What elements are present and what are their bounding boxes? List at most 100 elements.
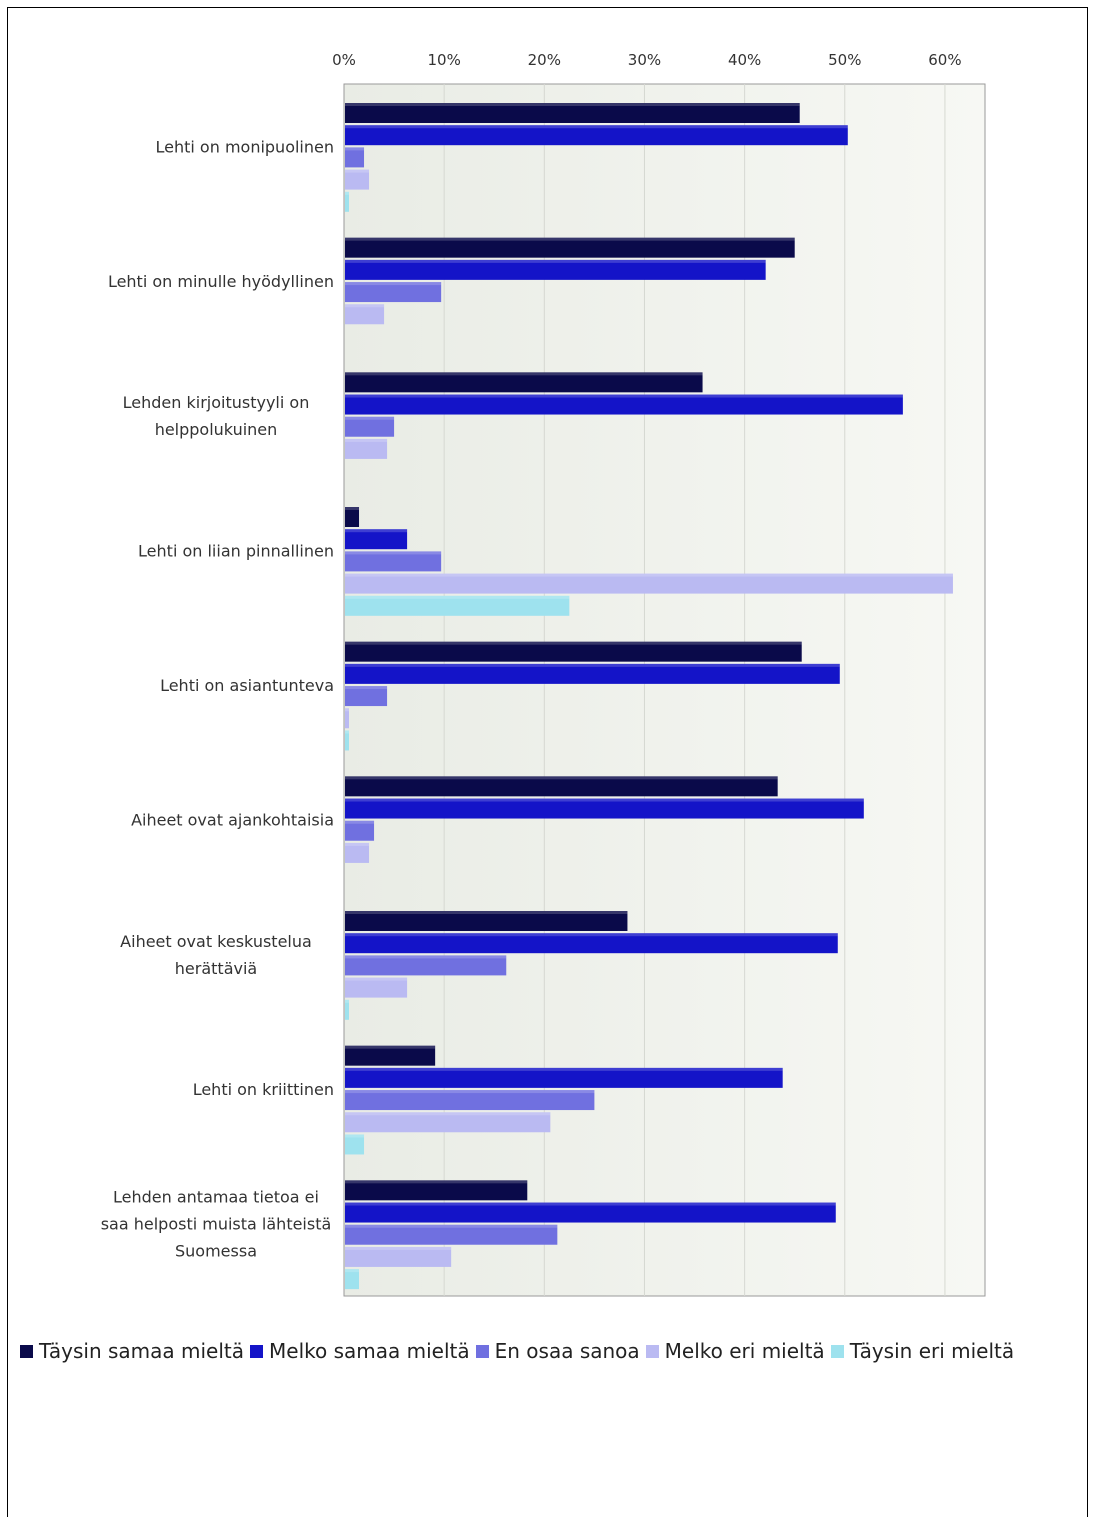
category-label: Suomessa bbox=[175, 1242, 257, 1261]
bar bbox=[345, 394, 903, 415]
bar bbox=[345, 1067, 783, 1088]
legend-item: Täysin eri mieltä bbox=[830, 1334, 1014, 1368]
bar-highlight bbox=[345, 842, 370, 846]
bar-highlight bbox=[345, 1202, 836, 1206]
category-label: Lehti on minulle hyödyllinen bbox=[108, 272, 334, 291]
bar-highlight bbox=[345, 820, 375, 824]
chart-frame bbox=[7, 7, 1088, 1517]
bar bbox=[345, 1112, 551, 1133]
bar bbox=[345, 1202, 836, 1223]
legend-swatch bbox=[645, 1344, 659, 1358]
bar-highlight bbox=[345, 933, 838, 937]
bar bbox=[345, 551, 442, 572]
bar bbox=[345, 573, 953, 594]
bar bbox=[345, 1045, 436, 1066]
bar-highlight bbox=[345, 730, 350, 734]
bar bbox=[345, 1246, 452, 1267]
bar bbox=[345, 125, 848, 146]
legend-label: Täysin samaa mieltä bbox=[39, 1339, 245, 1363]
x-tick-label: 40% bbox=[728, 51, 761, 69]
bar-chart: 0% 10% 20% 30% 40% 50% 60% Lehti on monipuolin… bbox=[101, 51, 986, 1297]
bar-highlight bbox=[345, 125, 848, 129]
bar-highlight bbox=[345, 686, 388, 690]
bar bbox=[345, 663, 840, 684]
x-tick-label: 10% bbox=[427, 51, 460, 69]
bar bbox=[345, 1180, 528, 1201]
bar-highlight bbox=[345, 438, 388, 442]
category-label: Lehti on liian pinnallinen bbox=[138, 541, 334, 560]
bar bbox=[345, 798, 864, 819]
bar-highlight bbox=[345, 1269, 360, 1273]
bar bbox=[345, 416, 395, 437]
bar-highlight bbox=[345, 1224, 558, 1228]
bar bbox=[345, 259, 766, 280]
x-tick-label: 0% bbox=[332, 51, 356, 69]
bar-highlight bbox=[345, 507, 360, 510]
bar-highlight bbox=[345, 955, 507, 959]
bar bbox=[345, 820, 375, 841]
bar-highlight bbox=[345, 663, 840, 667]
bar-highlight bbox=[345, 304, 385, 308]
bar bbox=[345, 282, 442, 303]
bar bbox=[345, 169, 370, 190]
bar-highlight bbox=[345, 573, 953, 577]
bar bbox=[345, 103, 800, 123]
category-label: Lehden antamaa tietoa ei bbox=[113, 1188, 319, 1207]
category-label: Lehti on kriittinen bbox=[193, 1080, 334, 1099]
bar bbox=[345, 1134, 365, 1155]
x-tick-label: 50% bbox=[828, 51, 861, 69]
legend-item: Melko samaa mieltä bbox=[250, 1334, 470, 1368]
bar bbox=[345, 977, 408, 998]
bar bbox=[345, 507, 360, 527]
bar bbox=[345, 730, 350, 751]
bar-highlight bbox=[345, 191, 350, 195]
bar bbox=[345, 641, 802, 662]
category-label: Lehti on asiantunteva bbox=[160, 676, 334, 695]
bar bbox=[345, 438, 388, 459]
x-tick-label: 20% bbox=[528, 51, 561, 69]
category-label: saa helposti muista lähteistä bbox=[101, 1215, 332, 1234]
bar bbox=[345, 147, 365, 168]
bar bbox=[345, 708, 350, 729]
bar-highlight bbox=[345, 282, 442, 286]
bar bbox=[345, 999, 350, 1020]
bar-highlight bbox=[345, 798, 864, 802]
bar-highlight bbox=[345, 169, 370, 173]
bar bbox=[345, 1224, 558, 1245]
bar-highlight bbox=[345, 372, 703, 376]
legend-label: Melko samaa mieltä bbox=[269, 1339, 470, 1363]
bar bbox=[345, 237, 795, 258]
bar bbox=[345, 1269, 360, 1290]
category-label: Aiheet ovat keskustelua bbox=[120, 932, 312, 951]
bar bbox=[345, 595, 570, 616]
legend: Täysin samaa mieltä Melko samaa mieltä En … bbox=[20, 1334, 1030, 1368]
bar-highlight bbox=[345, 529, 408, 533]
category-label: helppolukuinen bbox=[155, 420, 278, 439]
bar-highlight bbox=[345, 1112, 551, 1116]
bar-highlight bbox=[345, 911, 628, 914]
bar-highlight bbox=[345, 1067, 783, 1071]
bar bbox=[345, 1090, 595, 1111]
bar bbox=[345, 686, 388, 707]
bar-highlight bbox=[345, 259, 766, 263]
bar bbox=[345, 304, 385, 325]
category-label: Lehti on monipuolinen bbox=[156, 137, 335, 156]
x-tick-label: 60% bbox=[928, 51, 961, 69]
bar-highlight bbox=[345, 551, 442, 555]
legend-swatch bbox=[475, 1344, 489, 1358]
bar-highlight bbox=[345, 416, 395, 420]
legend-swatch bbox=[20, 1344, 33, 1358]
bar bbox=[345, 529, 408, 550]
bar bbox=[345, 372, 703, 393]
bar bbox=[345, 191, 350, 212]
bar-highlight bbox=[345, 1246, 452, 1250]
legend-swatch bbox=[250, 1344, 264, 1358]
bar-highlight bbox=[345, 595, 570, 599]
bar-highlight bbox=[345, 977, 408, 981]
category-label: Lehden kirjoitustyyli on bbox=[123, 393, 310, 412]
bar bbox=[345, 933, 838, 954]
x-tick-label: 30% bbox=[628, 51, 661, 69]
bar bbox=[345, 911, 628, 931]
category-label: herättäviä bbox=[175, 959, 257, 978]
legend-swatch bbox=[830, 1344, 844, 1358]
